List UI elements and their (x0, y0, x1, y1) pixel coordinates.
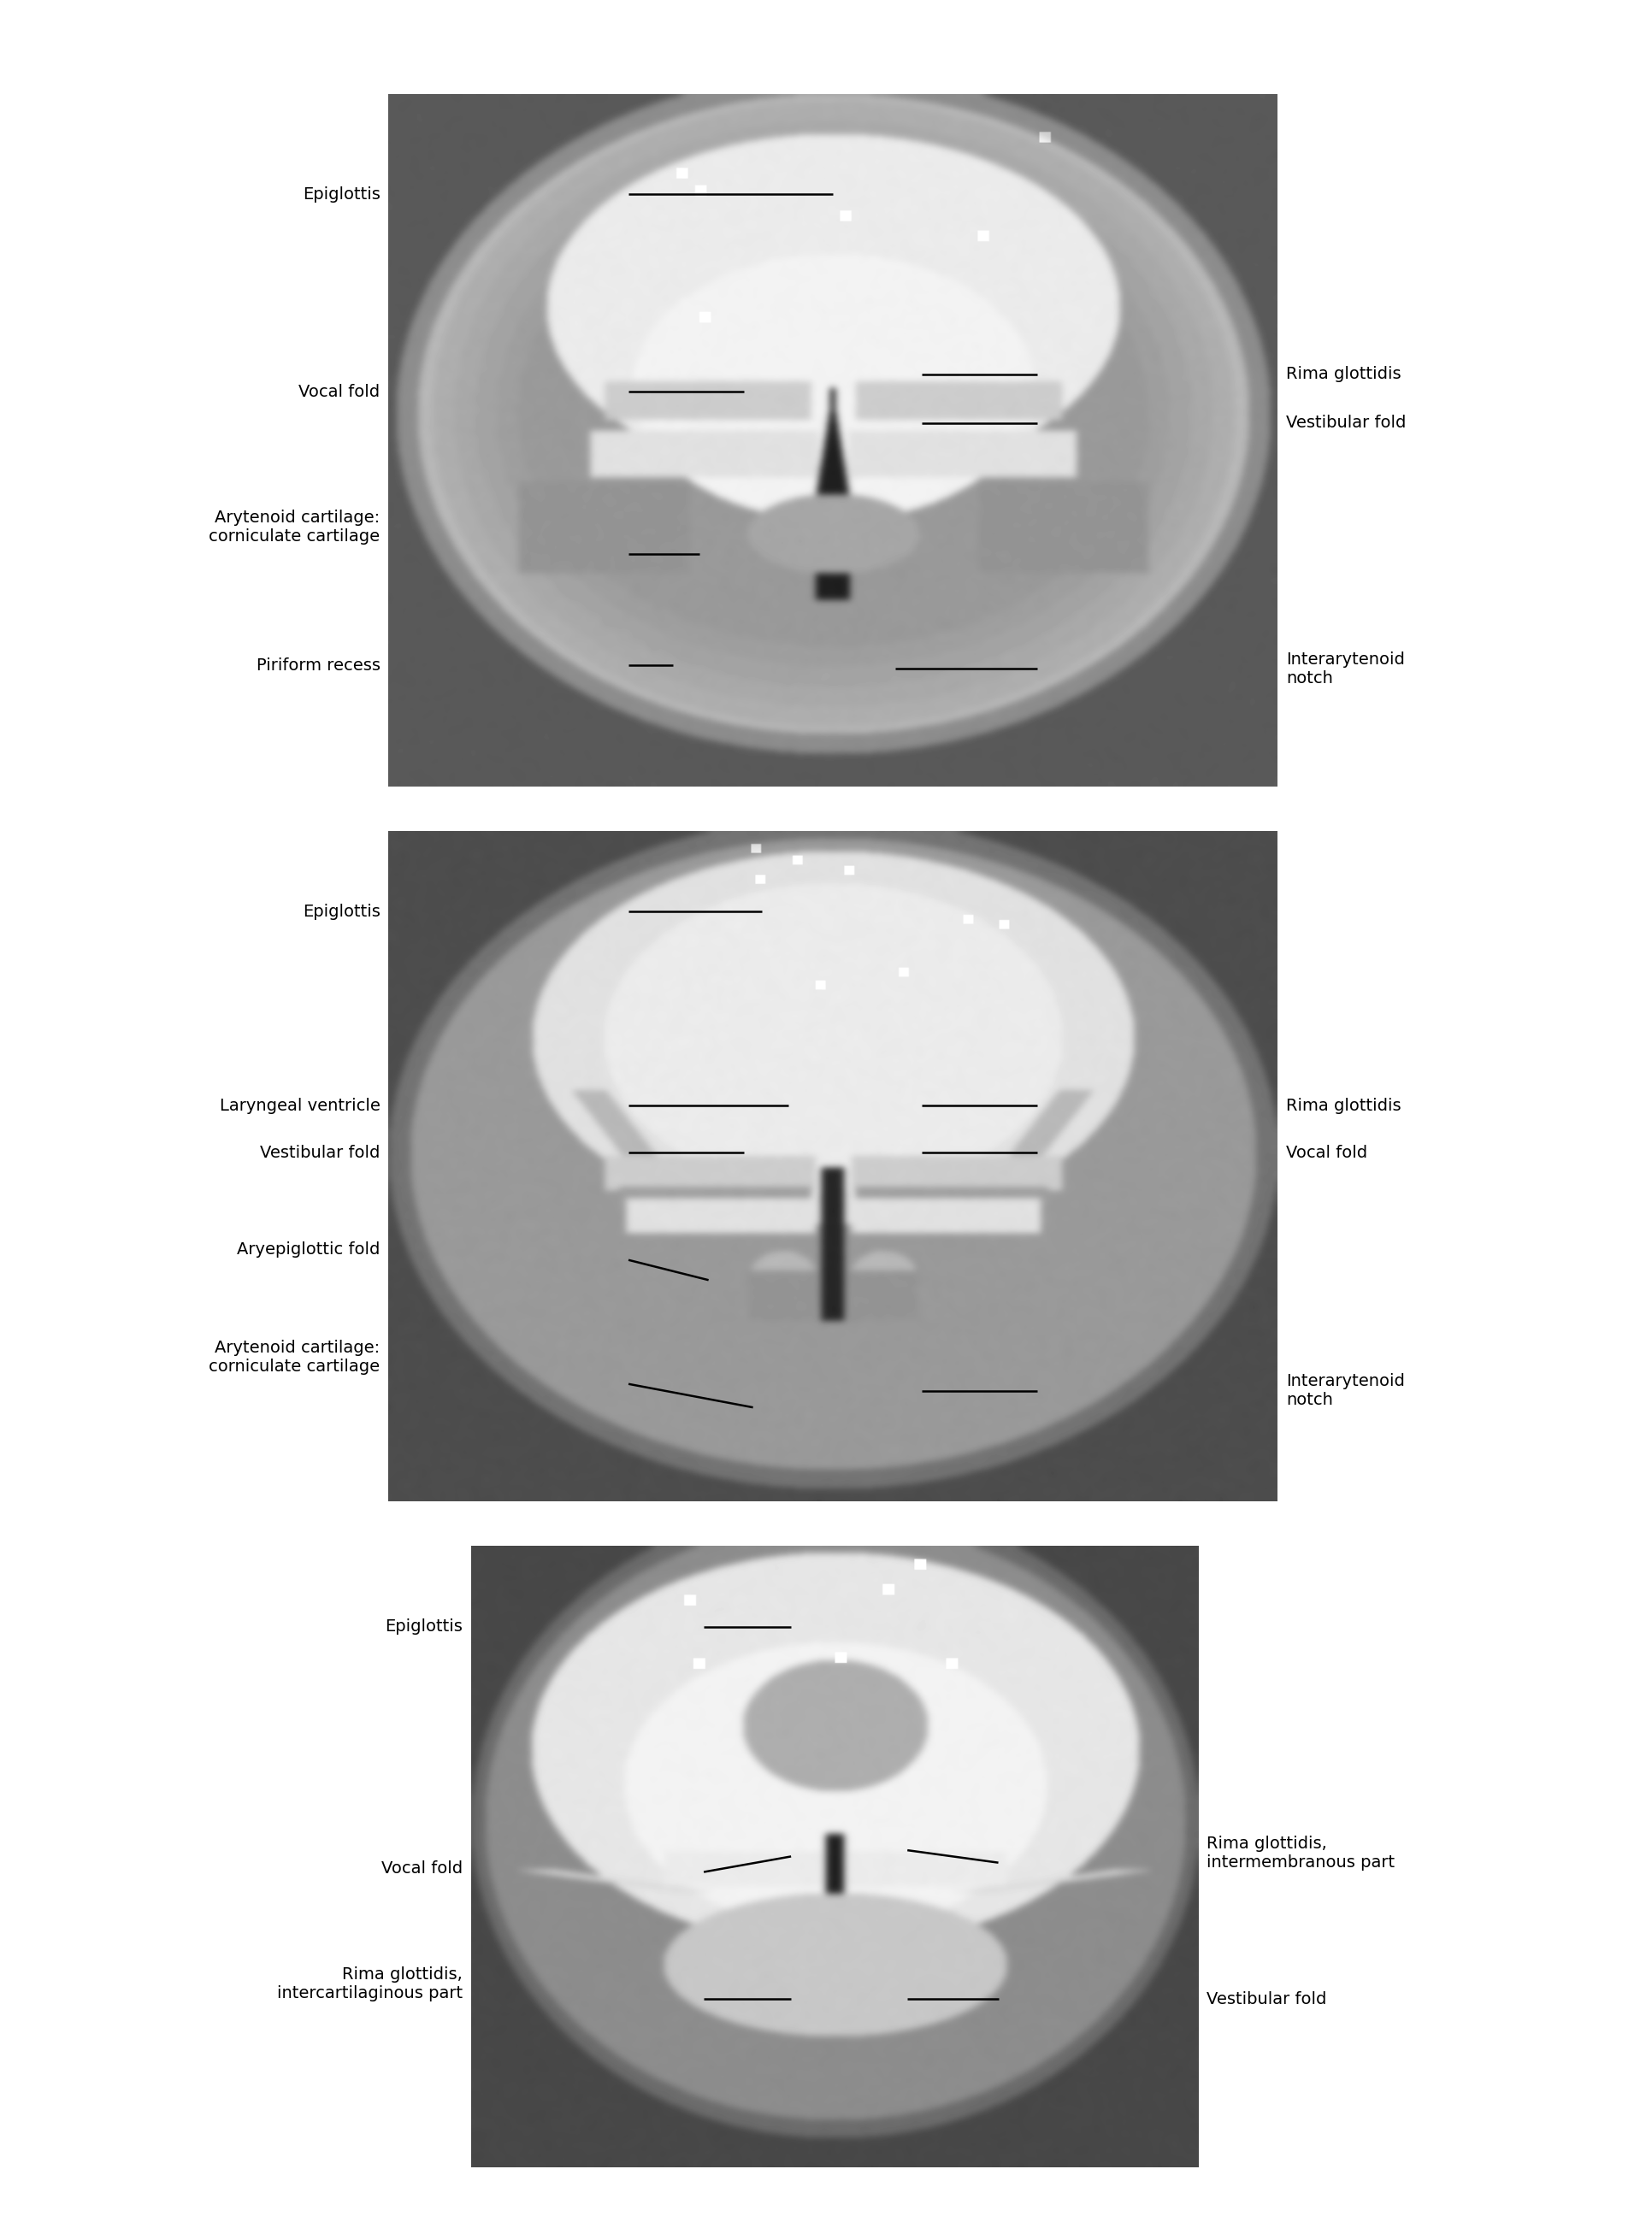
Text: Vocal fold: Vocal fold (1285, 1144, 1366, 1162)
Text: Rima glottidis,
intercartilaginous part: Rima glottidis, intercartilaginous part (278, 1966, 463, 2002)
Text: Arytenoid cartilage:
corniculate cartilage: Arytenoid cartilage: corniculate cartila… (208, 1340, 380, 1374)
Text: Rima glottidis: Rima glottidis (1285, 1097, 1401, 1115)
Text: Epiglottis: Epiglottis (302, 185, 380, 203)
Text: Interarytenoid
notch: Interarytenoid notch (1285, 650, 1404, 686)
Text: Vestibular fold: Vestibular fold (259, 1144, 380, 1162)
Text: Vocal fold: Vocal fold (299, 384, 380, 400)
Text: Epiglottis: Epiglottis (302, 903, 380, 920)
Text: Vocal fold: Vocal fold (382, 1861, 463, 1877)
Text: Vestibular fold: Vestibular fold (1206, 1990, 1327, 2008)
Text: Piriform recess: Piriform recess (256, 657, 380, 672)
Text: Arytenoid cartilage:
corniculate cartilage: Arytenoid cartilage: corniculate cartila… (208, 509, 380, 545)
Text: Epiglottis: Epiglottis (385, 1620, 463, 1635)
Text: Rima glottidis: Rima glottidis (1285, 366, 1401, 382)
Text: Vestibular fold: Vestibular fold (1285, 416, 1406, 431)
Text: Aryepiglottic fold: Aryepiglottic fold (236, 1242, 380, 1258)
Text: Rima glottidis,
intermembranous part: Rima glottidis, intermembranous part (1206, 1836, 1394, 1870)
Text: Interarytenoid
notch: Interarytenoid notch (1285, 1374, 1404, 1407)
Text: Laryngeal ventricle: Laryngeal ventricle (220, 1097, 380, 1115)
